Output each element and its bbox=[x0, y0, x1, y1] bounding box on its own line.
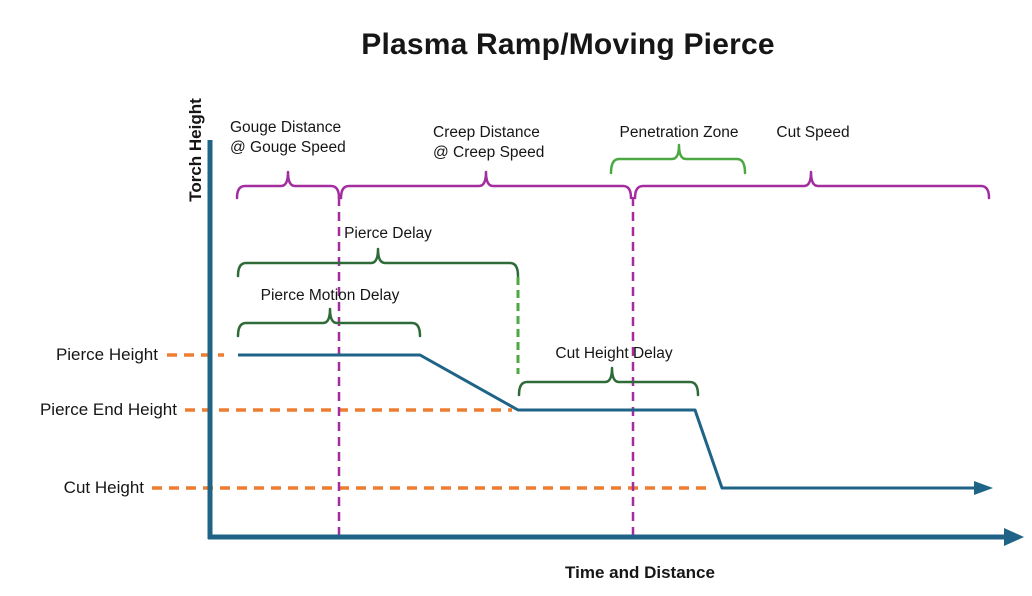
gouge-distance-label-line2: @ Gouge Speed bbox=[230, 139, 346, 156]
x-axis-arrowhead-icon bbox=[1004, 528, 1024, 546]
pierce-motion-delay-label: Pierce Motion Delay bbox=[260, 287, 400, 304]
diagram-title: Plasma Ramp/Moving Pierce bbox=[361, 28, 775, 61]
penetration-zone-brace bbox=[609, 143, 747, 175]
creep-distance-label-line2: @ Creep Speed bbox=[433, 144, 545, 161]
penetration-zone-label: Penetration Zone bbox=[619, 124, 739, 141]
gouge-distance-label: Gouge Distance @ Gouge Speed bbox=[230, 118, 346, 158]
cut-height-delay-brace bbox=[517, 366, 700, 397]
pierce-delay-label: Pierce Delay bbox=[344, 225, 432, 242]
creep-distance-label: Creep Distance @ Creep Speed bbox=[433, 123, 544, 163]
cut-speed-label: Cut Speed bbox=[776, 124, 850, 141]
gouge-distance-label-line1: Gouge Distance bbox=[230, 119, 342, 136]
profile-line-arrowhead-icon bbox=[974, 481, 993, 495]
creep-distance-brace bbox=[339, 170, 633, 200]
cut-height-delay-label: Cut Height Delay bbox=[555, 345, 673, 362]
gouge-distance-brace bbox=[235, 170, 341, 200]
pierce-end-height-label: Pierce End Height bbox=[39, 400, 177, 419]
cut-height-label: Cut Height bbox=[63, 478, 144, 497]
cut-speed-brace bbox=[633, 170, 991, 200]
pierce-height-label: Pierce Height bbox=[55, 345, 158, 364]
pierce-delay-brace bbox=[236, 247, 520, 278]
pierce-motion-delay-brace bbox=[236, 307, 422, 338]
torch-height-profile-line bbox=[238, 353, 976, 490]
creep-distance-label-line1: Creep Distance bbox=[433, 124, 540, 141]
y-axis-label: Torch Height bbox=[186, 98, 205, 202]
x-axis-label: Time and Distance bbox=[565, 563, 715, 582]
